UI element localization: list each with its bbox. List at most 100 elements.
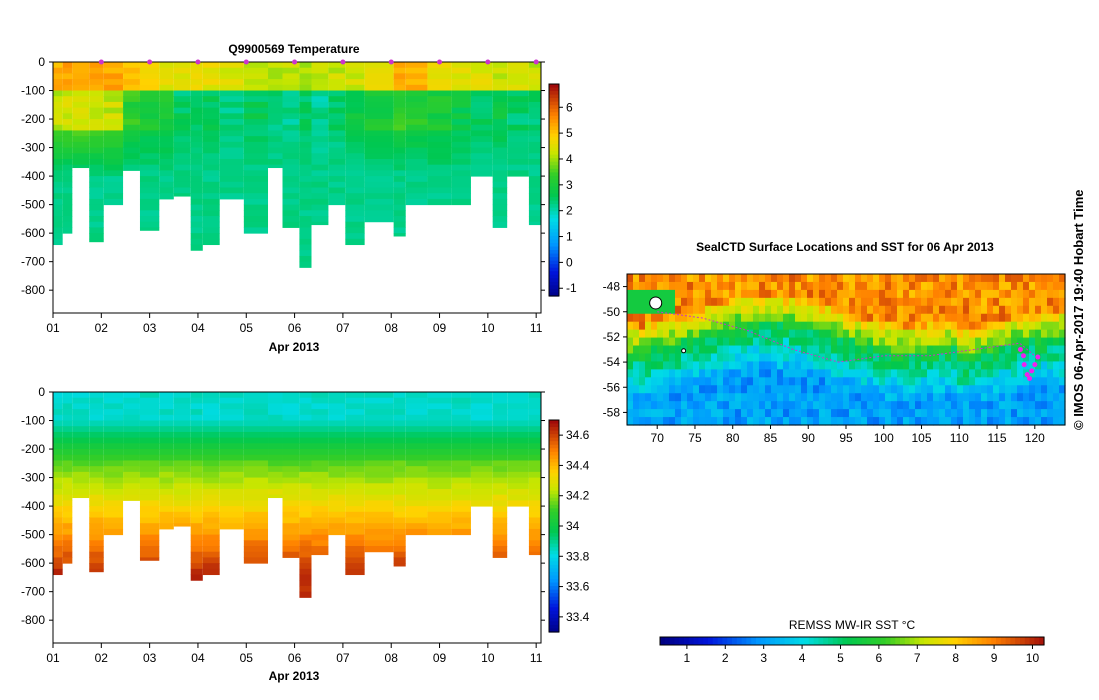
sst-cell bbox=[975, 329, 982, 339]
sst-cell bbox=[921, 305, 928, 315]
sst-cell bbox=[1011, 281, 1018, 291]
sst-cell bbox=[789, 274, 796, 283]
sst-cell bbox=[693, 361, 700, 370]
temperature-cell bbox=[103, 170, 124, 177]
temperature-cell bbox=[451, 181, 471, 188]
sst-cell bbox=[897, 361, 904, 370]
salinity-cell bbox=[405, 471, 428, 479]
sst-cell bbox=[687, 345, 694, 355]
sst-cell bbox=[777, 409, 784, 418]
temperature-cell bbox=[345, 90, 365, 97]
sst-cell bbox=[933, 305, 940, 315]
sst-cell bbox=[699, 321, 706, 331]
sst-cell bbox=[831, 361, 838, 370]
sst-cell bbox=[915, 337, 922, 347]
sst-cell bbox=[663, 417, 670, 426]
sst-cell bbox=[1053, 321, 1060, 331]
sst-cell bbox=[663, 409, 670, 418]
salinity-cell bbox=[139, 437, 160, 444]
salinity-cell bbox=[528, 511, 541, 518]
sst-cell bbox=[663, 313, 670, 323]
sst-cell bbox=[825, 281, 832, 291]
temperature-cell bbox=[311, 153, 329, 160]
temperature-cell bbox=[103, 130, 124, 137]
salinity-cell bbox=[507, 392, 529, 399]
sst-cell bbox=[921, 393, 928, 402]
sst-cell bbox=[675, 361, 682, 370]
sst-cell bbox=[1011, 361, 1018, 370]
sst-cell bbox=[819, 409, 826, 418]
temperature-cell bbox=[53, 187, 63, 194]
temperature-cell bbox=[62, 153, 73, 160]
temperature-cell bbox=[393, 62, 406, 69]
sst-cell bbox=[999, 329, 1006, 339]
salinity-cell bbox=[427, 517, 452, 524]
salinity-colorbar-segment bbox=[549, 529, 559, 534]
salinity-cell bbox=[123, 437, 140, 444]
sst-cell bbox=[789, 409, 796, 418]
salinity-colorbar-segment bbox=[549, 614, 559, 619]
temperature-cell bbox=[405, 147, 428, 154]
sst-cell bbox=[747, 289, 754, 299]
sst-cell bbox=[801, 417, 808, 426]
sst-colorbar-segment bbox=[751, 637, 757, 645]
sst-cell bbox=[747, 401, 754, 410]
sst-cell bbox=[963, 321, 970, 331]
sst-cell bbox=[909, 409, 916, 418]
salinity-cell bbox=[451, 426, 471, 433]
temperature-cell bbox=[202, 187, 220, 194]
temperature-cell bbox=[451, 198, 471, 206]
sst-cell bbox=[897, 274, 904, 283]
temperature-cell bbox=[393, 158, 406, 166]
temperature-cell bbox=[268, 147, 283, 154]
salinity-colorbar-segment bbox=[549, 462, 559, 467]
sst-cell bbox=[813, 337, 820, 347]
temperature-cell bbox=[528, 130, 541, 137]
salinity-cell bbox=[190, 397, 203, 404]
sst-cell bbox=[627, 281, 634, 291]
salinity-cell bbox=[62, 466, 73, 473]
sst-cell bbox=[909, 313, 916, 323]
temperature-cell bbox=[243, 136, 269, 143]
sst-cell bbox=[819, 289, 826, 299]
salinity-cell bbox=[427, 528, 452, 536]
temperature-cell bbox=[139, 198, 160, 206]
temperature-cell bbox=[311, 170, 329, 177]
salinity-cell bbox=[528, 449, 541, 456]
salinity-cell bbox=[190, 460, 203, 467]
sst-cell bbox=[807, 393, 814, 402]
salinity-cell bbox=[243, 409, 269, 416]
sst-cell bbox=[873, 281, 880, 291]
salinity-cell bbox=[299, 483, 312, 490]
salinity-cell bbox=[103, 477, 124, 484]
temperature-cell bbox=[202, 216, 220, 223]
temperature-cell bbox=[311, 158, 329, 166]
temperature-cell bbox=[492, 84, 508, 92]
temperature-cell bbox=[282, 73, 300, 80]
sst-cell bbox=[1059, 377, 1066, 386]
sst-cell bbox=[705, 289, 712, 299]
temperature-cell bbox=[282, 153, 300, 160]
temperature-colorbar-tick-label: 6 bbox=[566, 100, 573, 114]
temperature-cell bbox=[268, 164, 283, 169]
temperature-cell bbox=[345, 181, 365, 188]
sst-cell bbox=[669, 409, 676, 418]
salinity-cell bbox=[219, 437, 244, 444]
salinity-cell bbox=[427, 437, 452, 444]
salinity-cell bbox=[492, 506, 508, 513]
temperature-cell bbox=[470, 136, 493, 143]
salinity-cell bbox=[451, 528, 471, 536]
salinity-cell bbox=[89, 568, 104, 573]
temperature-cell bbox=[345, 107, 365, 114]
x-tick-label: 05 bbox=[240, 321, 254, 335]
sst-cell bbox=[765, 417, 772, 426]
salinity-cell bbox=[89, 431, 104, 439]
sst-cell bbox=[777, 393, 784, 402]
sst-cell bbox=[717, 353, 724, 363]
sst-cell bbox=[951, 289, 958, 299]
lon-tick-label: 105 bbox=[912, 431, 932, 445]
sst-cell bbox=[831, 345, 838, 355]
sst-cell bbox=[1053, 401, 1060, 410]
temperature-cell bbox=[159, 107, 174, 114]
sst-colorbar-segment bbox=[1020, 637, 1026, 645]
